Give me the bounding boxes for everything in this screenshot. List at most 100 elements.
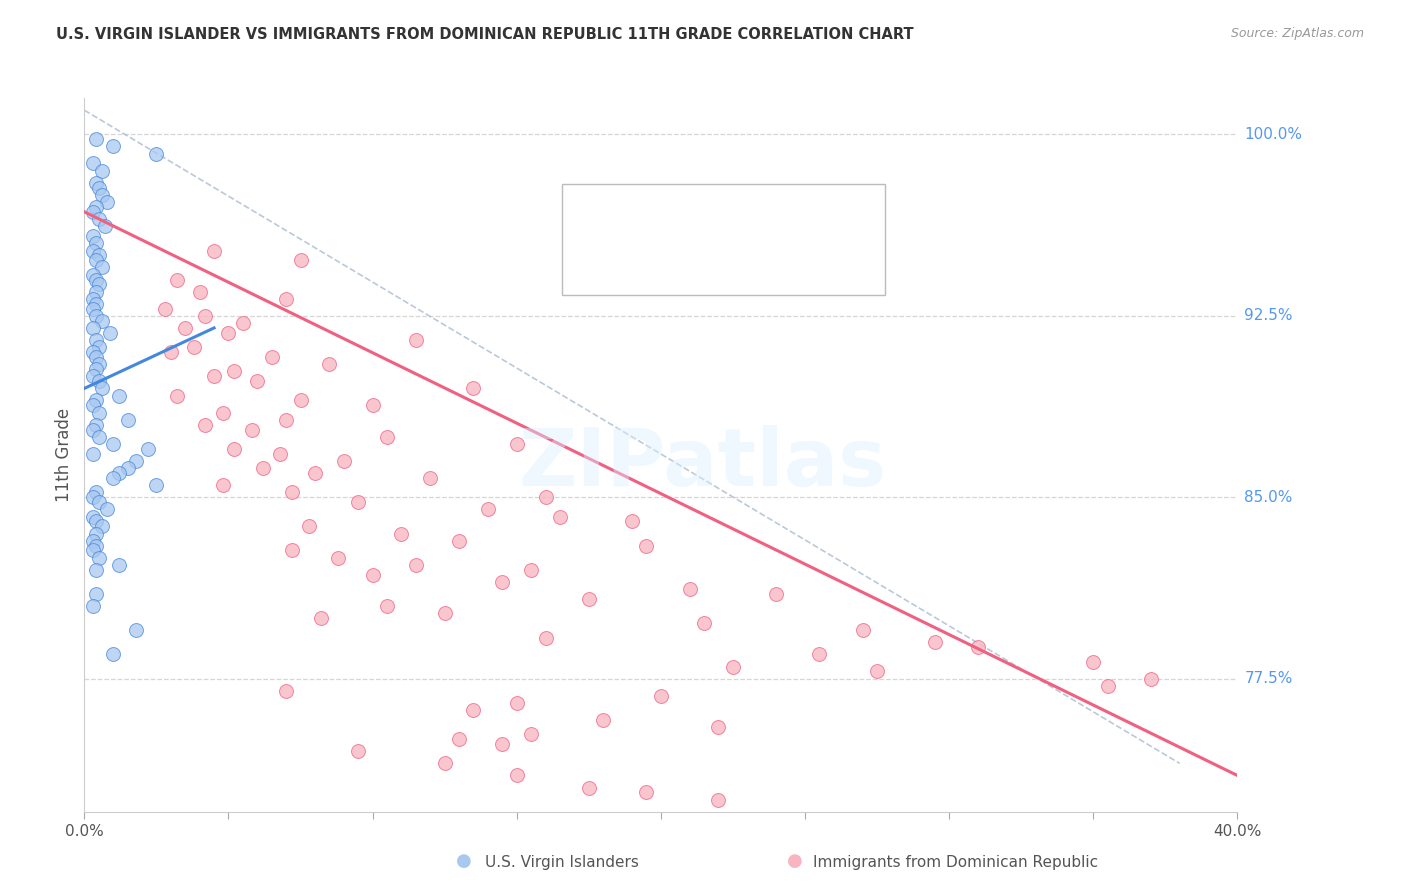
Point — [82, 398, 104, 412]
Point — [246, 374, 269, 388]
Point — [183, 340, 205, 354]
Point — [103, 139, 124, 153]
Point — [1081, 655, 1104, 669]
Point — [332, 454, 354, 468]
Text: R =  0.182: R = 0.182 — [605, 211, 686, 227]
Point — [217, 326, 239, 340]
Point — [82, 244, 104, 258]
Point — [103, 648, 124, 662]
Point — [866, 665, 889, 679]
Point — [82, 156, 104, 170]
Point — [534, 490, 557, 504]
Text: Source: ZipAtlas.com: Source: ZipAtlas.com — [1230, 27, 1364, 40]
Text: ●: ● — [456, 852, 472, 870]
Point — [211, 478, 233, 492]
Point — [160, 345, 183, 359]
Point — [389, 526, 413, 541]
Point — [84, 285, 107, 299]
Point — [188, 285, 211, 299]
Point — [636, 785, 658, 799]
Point — [347, 744, 370, 758]
Point — [87, 340, 110, 354]
Point — [433, 607, 456, 621]
Point — [108, 558, 131, 572]
Point — [232, 316, 254, 330]
Point — [103, 437, 124, 451]
Point — [84, 539, 107, 553]
Point — [82, 301, 104, 316]
Point — [636, 539, 658, 553]
Point — [326, 550, 349, 565]
Point — [90, 260, 112, 275]
Point — [405, 558, 427, 572]
Point — [194, 309, 217, 323]
Point — [82, 369, 104, 384]
Point — [82, 423, 104, 437]
Point — [82, 321, 104, 335]
Point — [202, 244, 225, 258]
Point — [117, 413, 139, 427]
Point — [693, 615, 716, 630]
Text: N = 74: N = 74 — [727, 211, 785, 227]
Point — [82, 447, 104, 461]
Point — [84, 417, 107, 432]
Point — [82, 268, 104, 282]
Point — [506, 768, 529, 782]
Point — [84, 297, 107, 311]
Point — [82, 599, 104, 613]
Text: Immigrants from Dominican Republic: Immigrants from Dominican Republic — [813, 855, 1098, 870]
Point — [375, 599, 398, 613]
Point — [84, 563, 107, 577]
Point — [87, 212, 110, 227]
Point — [298, 519, 321, 533]
Point — [84, 200, 107, 214]
Point — [252, 461, 274, 475]
Point — [534, 631, 557, 645]
Text: ▪: ▪ — [579, 209, 595, 229]
Point — [84, 362, 107, 376]
Point — [84, 309, 107, 323]
Point — [84, 526, 107, 541]
Point — [765, 587, 787, 601]
Point — [347, 495, 370, 509]
Point — [90, 381, 112, 395]
Point — [90, 313, 112, 327]
Point — [82, 509, 104, 524]
Point — [548, 509, 571, 524]
Point — [290, 253, 312, 268]
Point — [166, 272, 188, 286]
Point — [851, 624, 873, 638]
Point — [125, 624, 148, 638]
Point — [375, 430, 398, 444]
Point — [194, 417, 217, 432]
Point — [145, 146, 167, 161]
Point — [82, 229, 104, 244]
Text: ●: ● — [786, 852, 803, 870]
Point — [87, 495, 110, 509]
Point — [145, 478, 167, 492]
Point — [621, 515, 644, 529]
Point — [405, 333, 427, 347]
Point — [290, 393, 312, 408]
Point — [240, 423, 263, 437]
Point — [433, 756, 456, 771]
Point — [84, 485, 107, 500]
Point — [90, 163, 112, 178]
Point — [592, 713, 614, 727]
Point — [90, 187, 112, 202]
Point — [678, 582, 700, 597]
Point — [103, 471, 124, 485]
Point — [1097, 679, 1119, 693]
Point — [82, 292, 104, 306]
Point — [87, 374, 110, 388]
Point — [82, 345, 104, 359]
Point — [650, 689, 672, 703]
Point — [274, 292, 298, 306]
Text: N = 83: N = 83 — [727, 260, 785, 276]
Point — [82, 543, 104, 558]
Point — [447, 732, 470, 747]
Point — [520, 727, 543, 741]
Point — [224, 442, 246, 456]
Point — [463, 381, 485, 395]
Point — [491, 574, 513, 589]
